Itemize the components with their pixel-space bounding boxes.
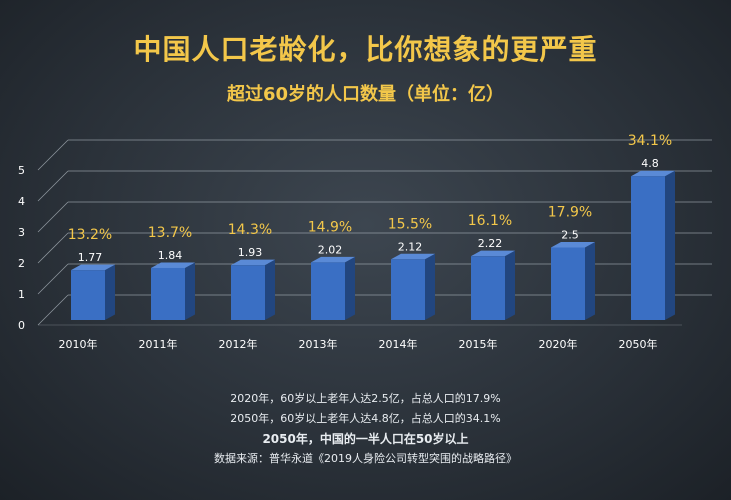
x-tick-label: 2020年 — [539, 337, 578, 351]
x-tick-label: 2012年 — [219, 337, 258, 351]
x-tick-label: 2014年 — [379, 337, 418, 351]
bar-top — [151, 262, 195, 268]
data-source: 数据来源：普华永道《2019人身险公司转型突围的战略路径》 — [214, 452, 517, 465]
bar — [231, 265, 265, 320]
grid-diagonal — [37, 139, 69, 171]
grid-diagonal — [37, 294, 69, 326]
percent-label: 16.1% — [468, 213, 512, 229]
note-half-population: 2050年，中国的一半人口在50岁以上 — [262, 432, 469, 446]
bar — [311, 262, 345, 320]
bar-top — [311, 256, 355, 263]
percent-label: 15.5% — [388, 216, 432, 232]
percent-label: 13.2% — [68, 227, 112, 243]
bar — [151, 267, 185, 320]
bar-top — [471, 250, 515, 257]
bar — [551, 247, 585, 320]
x-tick-label: 2015年 — [459, 337, 498, 351]
bar-side — [345, 256, 355, 320]
bar-top — [391, 253, 435, 260]
value-label: 1.77 — [78, 251, 103, 264]
chart-subtitle: 超过60岁的人口数量（单位：亿） — [226, 84, 505, 105]
percent-label: 13.7% — [148, 225, 192, 241]
value-label: 2.5 — [561, 229, 579, 242]
bar-top — [631, 170, 675, 177]
bar-side — [265, 259, 275, 320]
bar-top — [551, 242, 595, 248]
percent-label: 34.1% — [628, 133, 672, 149]
value-label: 1.84 — [158, 249, 183, 262]
x-tick-label: 2010年 — [59, 337, 98, 351]
bar-top — [71, 264, 115, 271]
bar — [471, 256, 505, 320]
note-2020: 2020年，60岁以上老年人达2.5亿，占总人口的17.9% — [230, 392, 501, 405]
bar-top — [231, 259, 275, 266]
grid-diagonal — [37, 232, 69, 264]
value-label: 2.22 — [478, 237, 503, 250]
grid-diagonal — [37, 170, 69, 202]
y-tick-label: 3 — [18, 226, 25, 239]
value-label: 2.12 — [398, 240, 423, 253]
x-tick-label: 2050年 — [619, 337, 658, 351]
value-label: 2.02 — [318, 243, 343, 256]
y-tick-label: 1 — [18, 288, 25, 301]
bar-side — [665, 170, 675, 320]
grid-diagonal — [37, 201, 69, 233]
bar-side — [105, 264, 115, 320]
y-tick-label: 4 — [18, 195, 25, 208]
chart-title: 中国人口老龄化，比你想象的更严重 — [133, 33, 598, 66]
value-label: 4.8 — [641, 157, 659, 170]
y-tick-label: 2 — [18, 257, 25, 270]
bar — [631, 176, 665, 320]
y-tick-label: 0 — [18, 319, 25, 332]
percent-label: 17.9% — [548, 205, 592, 221]
bar-side — [505, 250, 515, 320]
bar-side — [425, 253, 435, 320]
bar — [71, 270, 105, 320]
grid-diagonal — [37, 263, 69, 295]
percent-label: 14.3% — [228, 222, 272, 238]
x-tick-label: 2013年 — [299, 337, 338, 351]
value-label: 1.93 — [238, 246, 263, 259]
y-tick-label: 5 — [18, 164, 25, 177]
bar-side — [185, 262, 195, 320]
note-2050: 2050年，60岁以上老年人达4.8亿，占总人口的34.1% — [230, 412, 501, 425]
percent-label: 14.9% — [308, 219, 352, 235]
bar — [391, 259, 425, 320]
x-tick-label: 2011年 — [139, 337, 178, 351]
bar-side — [585, 242, 595, 320]
